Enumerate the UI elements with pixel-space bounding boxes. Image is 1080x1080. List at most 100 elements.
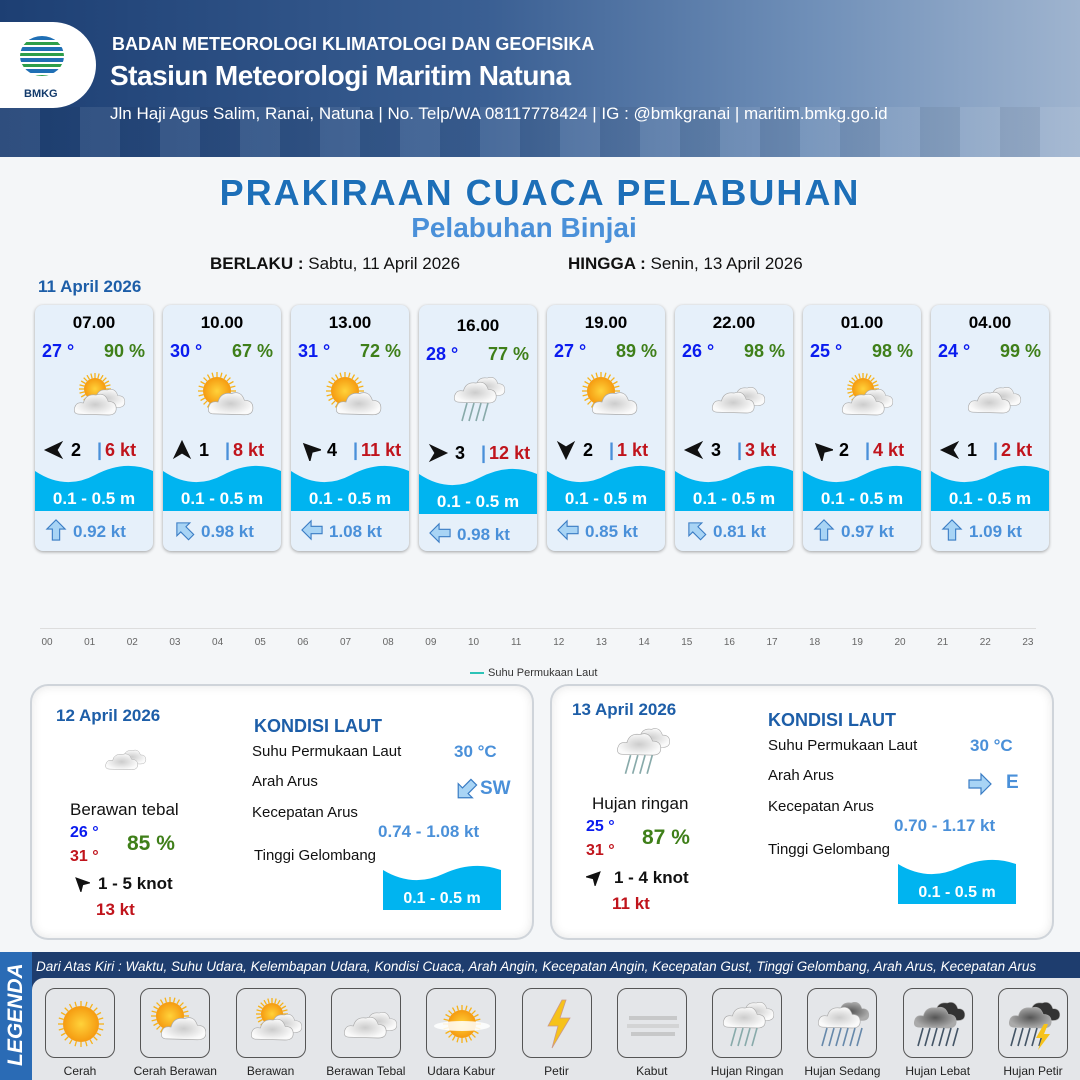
current-speed: 0.98 kt xyxy=(457,525,510,544)
air-temperature: 24 ° xyxy=(938,341,971,361)
current-direction-icon xyxy=(429,522,451,544)
wind-speed: 3 xyxy=(455,443,466,463)
wave-height: 0.1 - 0.5 m xyxy=(180,489,264,508)
sst-value: 30 °C xyxy=(454,742,497,761)
axis-tick-label: 14 xyxy=(638,637,650,648)
forecast-card: 04.00 24 ° 99 % 1 | 2 kt 0.1 - 0.5 m 1.09… xyxy=(931,305,1049,551)
axis-tick-label: 08 xyxy=(382,637,394,648)
wind-direction-icon xyxy=(172,439,192,460)
sst-label: Suhu Permukaan Laut xyxy=(768,737,918,754)
current-direction-icon xyxy=(45,519,67,541)
cerah-berawan-icon xyxy=(326,372,382,416)
wave-height: 0.1 - 0.5 m xyxy=(820,489,904,508)
axis-tick-label: 02 xyxy=(126,637,138,648)
sea-condition-title: KONDISI LAUT xyxy=(254,716,382,736)
day-date: 12 April 2026 xyxy=(56,706,161,725)
humidity: 77 % xyxy=(487,344,529,364)
forecast-time: 01.00 xyxy=(840,313,884,332)
legend-item: Petir xyxy=(512,988,602,1078)
wave-graphic xyxy=(163,461,281,511)
wind-speed: 4 xyxy=(327,440,338,460)
wind-speed: 1 xyxy=(967,440,978,460)
legend-item: Berawan xyxy=(226,988,316,1078)
chart-legend: Suhu Permukaan Laut xyxy=(470,667,597,679)
axis-tick-label: 22 xyxy=(979,637,991,648)
axis-tick-label: 07 xyxy=(339,637,352,648)
current-speed-range: 0.74 - 1.08 kt xyxy=(378,822,480,841)
wind-direction-icon xyxy=(939,440,960,460)
forecast-time: 10.00 xyxy=(200,313,244,332)
max-temperature: 31 ° xyxy=(70,848,99,865)
current-direction-icon xyxy=(301,519,323,541)
hujan-petir-icon xyxy=(1008,1002,1061,1050)
port-name: Pelabuhan Binjai xyxy=(411,212,637,243)
contact-info: Jln Haji Agus Salim, Ranai, Natuna | No.… xyxy=(110,104,888,123)
gust-speed: 13 kt xyxy=(96,900,135,919)
wave-height: 0.1 - 0.5 m xyxy=(948,489,1032,508)
page-title: PRAKIRAAN CUACA PELABUHAN xyxy=(219,172,861,213)
current-speed: 1.09 kt xyxy=(969,522,1022,541)
day1-date: 11 April 2026 xyxy=(38,277,142,296)
axis-tick-label: 05 xyxy=(254,637,266,648)
wind-direction-icon xyxy=(814,442,835,463)
wave-height: 0.1 - 0.5 m xyxy=(436,492,520,511)
forecast-time: 07.00 xyxy=(72,313,116,332)
berawan-icon xyxy=(73,373,126,416)
wind-direction-icon xyxy=(683,440,704,460)
humidity: 89 % xyxy=(615,341,657,361)
axis-tick-label: 00 xyxy=(41,637,53,648)
wave-height: 0.1 - 0.5 m xyxy=(308,489,392,508)
axis-tick-label: 13 xyxy=(595,637,607,648)
gust-speed: | 2 kt xyxy=(993,440,1033,460)
current-direction-icon xyxy=(813,519,835,541)
current-direction-icon xyxy=(688,522,707,541)
humidity: 85 % xyxy=(127,832,175,855)
berawan-tebal-icon xyxy=(711,387,766,414)
forecast-time: 16.00 xyxy=(456,316,500,335)
axis-tick-label: 19 xyxy=(851,637,863,648)
axis-tick-label: 12 xyxy=(553,637,565,648)
humidity: 67 % xyxy=(231,341,273,361)
hujan-ringan-icon xyxy=(453,377,506,422)
forecast-card: 10.00 30 ° 67 % 1 | 8 kt 0.1 - 0.5 m 0.98… xyxy=(163,305,281,551)
harbor-illustration xyxy=(0,107,1080,157)
legend: LEGENDA Dari Atas Kiri : Waktu, Suhu Uda… xyxy=(0,952,1080,1080)
axis-tick-label: 10 xyxy=(467,637,480,648)
wave-graphic xyxy=(419,464,537,514)
axis-tick-label: 17 xyxy=(766,637,778,648)
min-temperature: 25 ° xyxy=(586,818,615,835)
timeline-axis xyxy=(40,628,1036,629)
wave-height: 0.1 - 0.5 m xyxy=(403,890,481,907)
current-direction-icon xyxy=(557,519,579,541)
sea-condition-title: KONDISI LAUT xyxy=(768,710,896,730)
gust-speed: | 4 kt xyxy=(865,440,905,460)
wave-height-label: Tinggi Gelombang xyxy=(254,847,377,864)
air-temperature: 30 ° xyxy=(170,341,203,361)
wind-speed: 3 xyxy=(711,440,722,460)
wave-graphic xyxy=(291,461,409,511)
axis-tick-label: 09 xyxy=(425,637,437,648)
humidity: 90 % xyxy=(103,341,145,361)
gust-speed: | 1 kt xyxy=(609,440,649,460)
wind-direction-icon xyxy=(556,440,576,461)
cerah-berawan-icon xyxy=(151,997,207,1041)
wind-speed: 2 xyxy=(839,440,850,460)
wind-range: 1 - 5 knot xyxy=(98,874,173,893)
wind-speed: 1 xyxy=(199,440,210,460)
petir-icon xyxy=(546,999,571,1049)
wind-direction-icon xyxy=(302,442,323,463)
wave-height: 0.1 - 0.5 m xyxy=(692,489,776,508)
current-speed: 0.97 kt xyxy=(841,522,894,541)
hujan-lebat-icon xyxy=(913,1002,965,1047)
wind-direction-icon xyxy=(584,871,601,888)
berawan-tebal-icon xyxy=(105,749,147,770)
humidity: 72 % xyxy=(359,341,401,361)
bmkg-logo: BMKG xyxy=(0,22,96,108)
axis-tick-label: 21 xyxy=(937,637,949,648)
air-temperature: 27 ° xyxy=(554,341,587,361)
forecast-time: 22.00 xyxy=(712,313,756,332)
cerah-berawan-icon xyxy=(198,372,254,416)
axis-tick-label: 16 xyxy=(723,637,735,648)
wave-graphic xyxy=(547,461,665,511)
kabut-icon xyxy=(626,1016,679,1036)
